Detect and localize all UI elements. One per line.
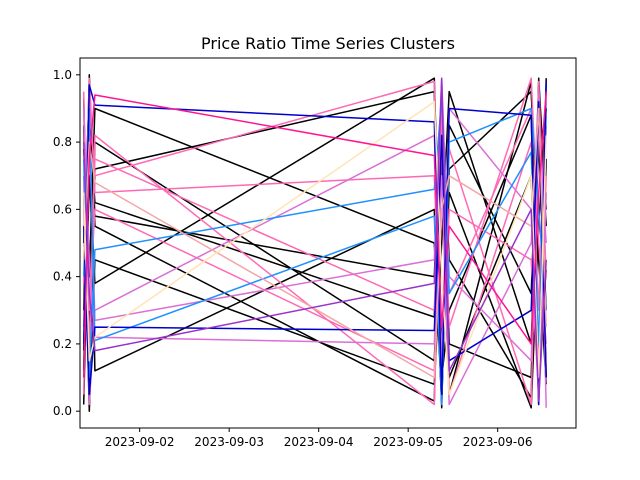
y-tick-label-3: 0.4 bbox=[53, 270, 72, 284]
y-tick-label-1: 0.0 bbox=[53, 404, 72, 418]
series-line-21 bbox=[82, 100, 547, 396]
y-tick-label-4: 0.6 bbox=[53, 202, 72, 216]
series-line-22 bbox=[82, 107, 547, 379]
x-axis: 2023-09-02 2023-09-03 2023-09-04 2023-09-05… bbox=[105, 428, 533, 449]
x-tick-label-5: 2023-09-06 bbox=[463, 435, 533, 449]
series-line-25 bbox=[82, 77, 547, 402]
x-tick-label-3: 2023-09-04 bbox=[284, 435, 354, 449]
chart-title: Price Ratio Time Series Clusters bbox=[201, 34, 455, 53]
y-tick-label-2: 0.2 bbox=[53, 337, 72, 351]
x-tick-label-1: 2023-09-02 bbox=[105, 435, 175, 449]
plot-frame bbox=[79, 57, 577, 429]
series-line-23 bbox=[82, 100, 547, 396]
x-tick-label-4: 2023-09-05 bbox=[373, 435, 443, 449]
y-tick-label-5: 0.8 bbox=[53, 135, 72, 149]
y-axis: 0.0 0.2 0.4 0.6 0.8 1.0 bbox=[53, 68, 80, 418]
x-tick-label-2: 2023-09-03 bbox=[194, 435, 264, 449]
series-layer bbox=[82, 74, 547, 412]
series-line-24 bbox=[82, 91, 547, 378]
y-tick-label-6: 1.0 bbox=[53, 68, 72, 82]
